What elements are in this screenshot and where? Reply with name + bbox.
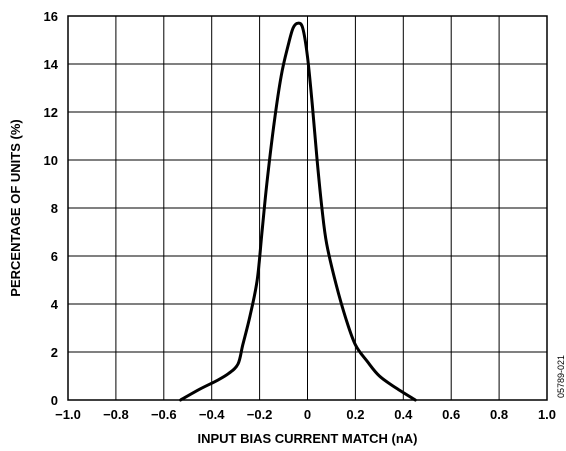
x-tick-label: 0.8 xyxy=(490,407,508,422)
y-tick-label: 14 xyxy=(44,57,59,72)
grid xyxy=(67,15,548,401)
x-tick-label: 0.4 xyxy=(394,407,413,422)
x-axis-label: INPUT BIAS CURRENT MATCH (nA) xyxy=(197,431,417,446)
y-tick-label: 4 xyxy=(51,297,59,312)
y-tick-label: 12 xyxy=(44,105,58,120)
x-tick-label: 0 xyxy=(304,407,311,422)
y-tick-label: 6 xyxy=(51,249,58,264)
x-tick-label: 1.0 xyxy=(538,407,556,422)
y-tick-label: 0 xyxy=(51,393,58,408)
y-tick-label: 10 xyxy=(44,153,58,168)
plot-frame xyxy=(67,15,548,401)
y-tick-label: 2 xyxy=(51,345,58,360)
series-line xyxy=(179,21,417,402)
x-tick-label: −0.8 xyxy=(103,407,129,422)
x-tick-label: −1.0 xyxy=(55,407,81,422)
y-tick-label: 16 xyxy=(44,9,58,24)
figure-code: 05789-021 xyxy=(556,355,566,398)
x-tick-label: 0.2 xyxy=(346,407,364,422)
x-tick-label: 0.6 xyxy=(442,407,460,422)
y-tick-labels: 0 2 4 6 8 10 12 14 16 xyxy=(44,9,59,408)
x-tick-label: −0.6 xyxy=(151,407,177,422)
x-tick-labels: −1.0 −0.8 −0.6 −0.4 −0.2 0 0.2 0.4 0.6 0.8 1.0 xyxy=(55,407,556,422)
x-tick-label: −0.2 xyxy=(247,407,273,422)
y-axis-label: PERCENTAGE OF UNITS (%) xyxy=(8,119,23,296)
y-tick-label: 8 xyxy=(51,201,58,216)
x-tick-label: −0.4 xyxy=(199,407,225,422)
